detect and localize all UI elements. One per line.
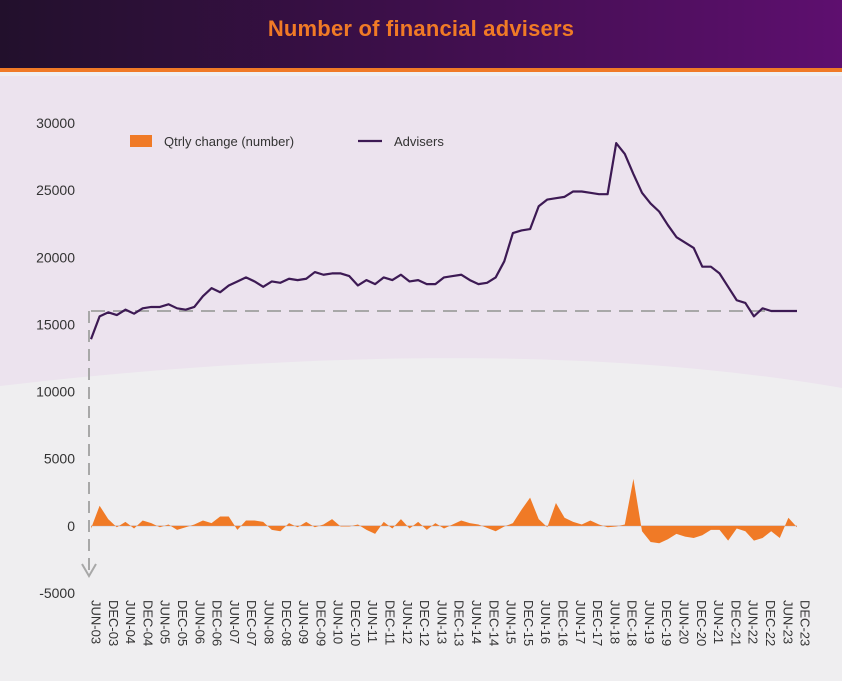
x-tick-label: JUN-03 (89, 600, 104, 644)
x-tick-label: JUN-15 (504, 600, 519, 644)
x-tick-label: JUN-18 (607, 600, 622, 644)
x-tick-label: DEC-17 (590, 600, 605, 646)
x-tick-label: DEC-16 (555, 600, 570, 646)
down-arrow-icon (81, 563, 97, 578)
x-tick-label: JUN-04 (123, 600, 138, 644)
x-tick-label: DEC-09 (313, 600, 328, 646)
x-tick-label: JUN-07 (227, 600, 242, 644)
chart-title: Number of financial advisers (267, 16, 575, 41)
x-tick-label: JUN-08 (261, 600, 276, 644)
legend-label-qtrly-change: Qtrly change (number) (164, 134, 294, 149)
x-tick-label: JUN-06 (192, 600, 207, 644)
x-tick-label: DEC-10 (348, 600, 363, 646)
x-tick-label: DEC-06 (210, 600, 225, 646)
x-tick-label: JUN-05 (158, 600, 173, 644)
x-tick-label: DEC-11 (383, 600, 398, 645)
x-tick-label: JUN-23 (780, 600, 795, 644)
x-tick-label: DEC-07 (244, 600, 259, 646)
series-advisers-line (89, 142, 797, 340)
x-tick-label: DEC-20 (694, 600, 709, 646)
legend-swatch-qtrly-change (130, 135, 152, 147)
upper-band-background (0, 76, 842, 388)
y-tick-label: 15000 (36, 316, 75, 332)
x-tick-label: DEC-21 (728, 600, 743, 646)
chart-area: 30000 25000 20000 15000 10000 5000 0 -5000 JUN-… (0, 76, 842, 676)
x-tick-label: DEC-08 (279, 600, 294, 646)
x-tick-label: JUN-11 (365, 600, 380, 643)
y-tick-label: -5000 (39, 585, 75, 601)
y-axis-labels: 30000 25000 20000 15000 10000 5000 0 -5000 (36, 115, 75, 601)
x-tick-label: DEC-14 (486, 600, 501, 646)
chart-header: Number of financial advisers (0, 0, 842, 72)
y-tick-label: 0 (67, 518, 75, 534)
x-tick-label: JUN-20 (677, 600, 692, 644)
x-tick-label: JUN-17 (573, 600, 588, 644)
x-tick-label: DEC-03 (106, 600, 121, 646)
y-tick-label: 25000 (36, 182, 75, 198)
x-tick-label: JUN-09 (296, 600, 311, 644)
series-qtrly-change-area (91, 478, 797, 544)
x-tick-label: DEC-19 (659, 600, 674, 646)
x-tick-label: JUN-16 (538, 600, 553, 644)
y-tick-label: 10000 (36, 384, 75, 400)
y-tick-label: 5000 (44, 451, 75, 467)
x-tick-label: DEC-04 (140, 600, 155, 646)
x-tick-label: JUN-19 (642, 600, 657, 644)
x-tick-label: JUN-22 (746, 600, 761, 644)
x-tick-label: DEC-18 (625, 600, 640, 646)
x-tick-label: DEC-22 (763, 600, 778, 646)
chart-svg: 30000 25000 20000 15000 10000 5000 0 -5000 JUN-… (0, 76, 842, 646)
y-tick-label: 30000 (36, 115, 75, 131)
legend-label-advisers: Advisers (394, 134, 444, 149)
x-tick-label: JUN-13 (434, 600, 449, 644)
y-tick-label: 20000 (36, 249, 75, 265)
x-axis-labels: JUN-03 DEC-03 JUN-04 DEC-04 JUN-05 DEC-05 JUN-… (89, 600, 813, 646)
x-tick-label: DEC-05 (175, 600, 190, 646)
x-tick-label: JUN-14 (469, 600, 484, 644)
x-tick-label: JUN-21 (711, 600, 726, 644)
x-tick-label: JUN-12 (400, 600, 415, 644)
x-tick-label: DEC-15 (521, 600, 536, 646)
x-tick-label: JUN-10 (331, 600, 346, 644)
legend: Qtrly change (number) Advisers (130, 134, 444, 149)
x-tick-label: DEC-23 (798, 600, 813, 646)
x-tick-label: DEC-12 (417, 600, 432, 646)
x-tick-label: DEC-13 (452, 600, 467, 646)
